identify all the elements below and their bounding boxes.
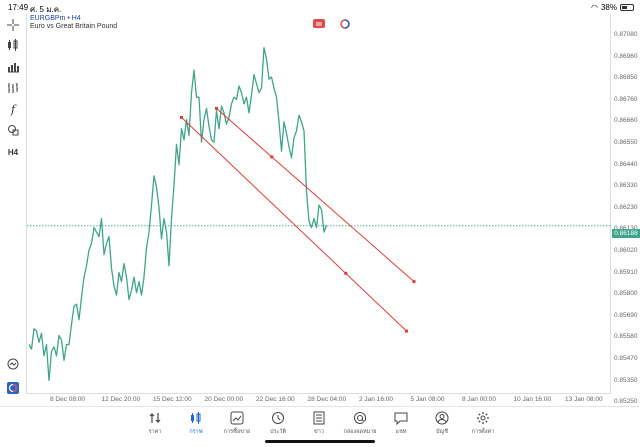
trendline-handle[interactable]	[405, 329, 408, 333]
price-tick-label: 0.86960	[614, 52, 638, 60]
price-tick-label: 0.86230	[614, 203, 638, 211]
time-tick-label: 2 Jan 16:00	[359, 396, 393, 403]
tab-label: กราฟ	[189, 429, 203, 435]
time-tick-label: 12 Dec 20:00	[101, 396, 141, 403]
current-price-label: 0.86188	[612, 229, 640, 238]
zoom-icon[interactable]	[5, 356, 21, 372]
ohlc-bars-icon[interactable]	[5, 80, 21, 96]
tab-label: การตั้งค่า	[471, 429, 495, 435]
price-tick-label: 0.85800	[614, 290, 638, 298]
mailbox-icon	[353, 411, 367, 425]
tab-label: แชท	[395, 429, 407, 435]
price-tick-label: 0.86660	[614, 117, 638, 125]
crosshair-icon[interactable]	[5, 17, 21, 33]
time-tick-label: 15 Dec 12:00	[153, 396, 192, 403]
tab-chart[interactable]: กราฟ	[174, 411, 218, 436]
left-toolbar: f H4	[0, 14, 26, 404]
symbol-title: EURGBPm • H4	[30, 15, 81, 22]
price-tick-label: 0.86130	[614, 225, 638, 232]
price-chart[interactable]	[27, 14, 612, 394]
price-tick-label: 0.86760	[614, 95, 638, 103]
price-tick-label: 0.86020	[614, 247, 638, 254]
price-tick-label: 0.86550	[614, 139, 638, 146]
home-indicator	[265, 440, 375, 443]
price-tick-label: 0.87080	[614, 31, 638, 38]
trendline[interactable]	[216, 108, 415, 282]
tab-label: บัญชี	[436, 429, 448, 435]
time-tick-label: 20 Dec 00:00	[204, 396, 244, 403]
symbol-description: Euro vs Great Britain Pound	[30, 23, 118, 30]
trendline-handle[interactable]	[270, 155, 274, 159]
tab-label: ข่าว	[314, 429, 324, 435]
bar-chart-icon[interactable]	[5, 59, 21, 75]
candles-icon[interactable]	[5, 37, 21, 53]
tab-quotes[interactable]: ราคา	[133, 411, 177, 436]
time-tick-label: 8 Jan 00:00	[462, 396, 496, 403]
status-right: ◠ 38%	[591, 3, 634, 12]
battery-percent: 38%	[600, 3, 617, 12]
trendline-handle[interactable]	[344, 271, 348, 275]
status-date: ศ. 5 ม.ค.	[30, 5, 62, 14]
account-icon	[435, 411, 449, 425]
trendline-handle[interactable]	[180, 115, 183, 119]
price-line	[28, 47, 328, 382]
status-bar: 17:49 ศ. 5 ม.ค. ◠ 38%	[0, 0, 640, 14]
tab-history[interactable]: ประวัติ	[256, 411, 300, 436]
tab-settings[interactable]: การตั้งค่า	[461, 411, 505, 436]
status-time: 17:49	[8, 3, 29, 12]
price-tick-label: 0.85910	[614, 268, 638, 276]
tab-trade[interactable]: การซื้อขาย	[215, 411, 259, 436]
objects-icon[interactable]	[5, 122, 21, 138]
battery-icon	[620, 4, 634, 11]
indicators-icon[interactable]: f	[10, 102, 16, 116]
symbol-indicators	[313, 18, 351, 29]
price-tick-label: 0.86850	[614, 74, 638, 82]
trendline-handle[interactable]	[215, 106, 218, 110]
price-tick-label: 0.85350	[614, 376, 638, 384]
chat-icon	[394, 411, 408, 425]
tab-label: การซื้อขาย	[223, 429, 251, 435]
time-tick-label: 5 Jan 08:00	[410, 396, 445, 403]
trendline[interactable]	[181, 117, 407, 332]
time-tick-label: 8 Dec 08:00	[50, 396, 86, 403]
price-tick-label: 0.85690	[614, 311, 638, 319]
settings-icon	[476, 411, 490, 425]
tab-chat[interactable]: แชท	[379, 411, 423, 436]
news-icon	[312, 411, 326, 425]
timeframe-button[interactable]: H4	[7, 147, 19, 157]
trade-circle-icon[interactable]	[339, 18, 351, 29]
tab-news[interactable]: ข่าว	[297, 411, 341, 436]
sell-flag-icon[interactable]	[313, 19, 325, 28]
tab-label: กล่องจดหมาย	[343, 429, 377, 435]
quotes-icon	[148, 411, 162, 425]
trendline-handle[interactable]	[412, 280, 416, 284]
time-axis: 8 Dec 08:00 12 Dec 20:00 15 Dec 12:00 20 De…	[26, 394, 611, 406]
price-tick-label: 0.85580	[614, 333, 638, 341]
trade-icon	[230, 411, 244, 425]
price-tick-label: 0.86330	[614, 182, 638, 190]
price-tick-label: 0.85470	[614, 355, 638, 362]
history-icon	[271, 411, 285, 425]
chart-area[interactable]	[26, 14, 612, 394]
time-tick-label: 28 Dec 04:00	[307, 396, 347, 403]
tab-label: ประวัติ	[269, 429, 287, 435]
broker-logo-icon[interactable]	[5, 380, 21, 396]
tab-label: ราคา	[148, 429, 162, 435]
time-tick-label: 22 Dec 16:00	[256, 396, 295, 403]
tab-mailbox[interactable]: กล่องจดหมาย	[338, 411, 382, 436]
wifi-icon: ◠	[591, 3, 598, 12]
time-tick-label: 13 Jan 08:00	[565, 396, 603, 403]
time-tick-label: 10 Jan 16:00	[513, 396, 552, 403]
chart-icon	[189, 411, 203, 425]
price-tick-label: 0.85250	[614, 398, 638, 406]
tab-account[interactable]: บัญชี	[420, 411, 464, 436]
price-axis: 0.87080 0.86960 0.86850 0.86760 0.86660 0.865…	[612, 14, 640, 405]
price-tick-label: 0.86440	[614, 160, 638, 168]
